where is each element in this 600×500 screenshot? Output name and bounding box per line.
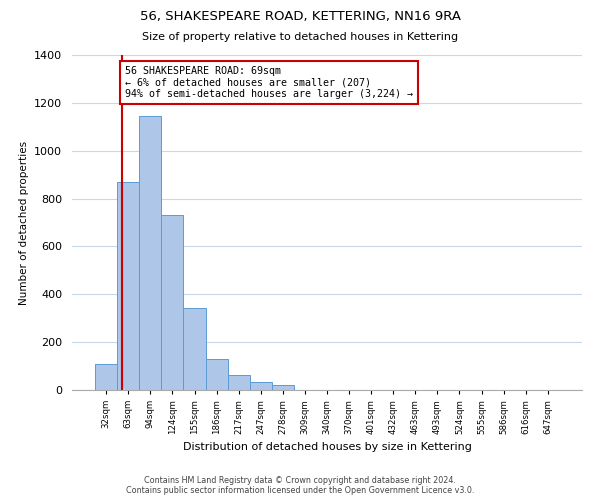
Bar	[206, 359, 227, 390]
Bar	[184, 308, 206, 390]
Text: 56, SHAKESPEARE ROAD, KETTERING, NN16 9RA: 56, SHAKESPEARE ROAD, KETTERING, NN16 9R…	[139, 10, 461, 23]
Bar	[117, 182, 139, 390]
Bar	[161, 214, 184, 390]
Text: Contains HM Land Registry data © Crown copyright and database right 2024.
Contai: Contains HM Land Registry data © Crown c…	[126, 476, 474, 495]
Y-axis label: Number of detached properties: Number of detached properties	[19, 140, 29, 304]
Bar	[139, 116, 161, 390]
Text: Size of property relative to detached houses in Kettering: Size of property relative to detached ho…	[142, 32, 458, 42]
Bar	[95, 364, 117, 390]
Bar	[227, 375, 250, 390]
Bar	[272, 385, 294, 390]
X-axis label: Distribution of detached houses by size in Kettering: Distribution of detached houses by size …	[182, 442, 472, 452]
Bar	[250, 382, 272, 390]
Text: 56 SHAKESPEARE ROAD: 69sqm
← 6% of detached houses are smaller (207)
94% of semi: 56 SHAKESPEARE ROAD: 69sqm ← 6% of detac…	[125, 66, 413, 99]
